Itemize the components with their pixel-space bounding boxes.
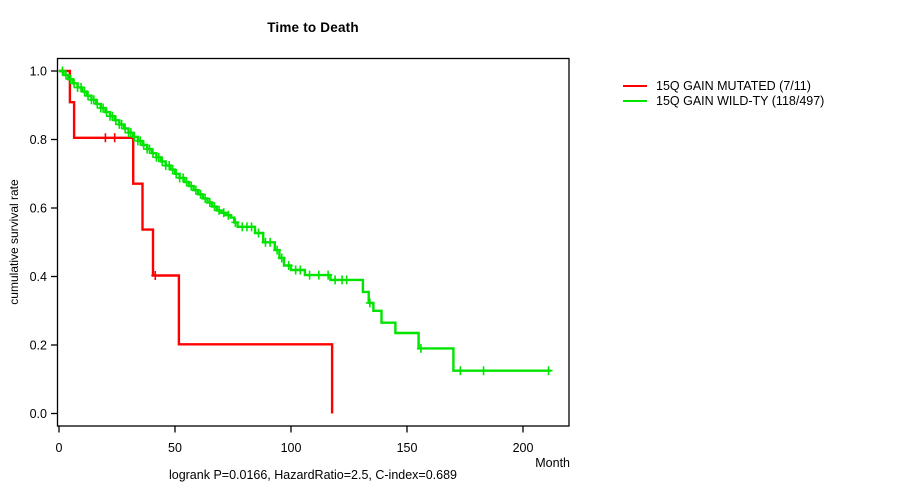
censor-mark-wildtype [102, 107, 111, 117]
censor-mark-wildtype [179, 173, 188, 183]
censor-mark-wildtype [99, 103, 108, 113]
censor-mark-wildtype [61, 70, 70, 80]
legend: 15Q GAIN MUTATED (7/11) 15Q GAIN WILD-TY… [623, 78, 824, 108]
censor-mark-wildtype [66, 74, 75, 84]
km-curve-mutated [59, 69, 334, 414]
censor-mark-wildtype [224, 210, 233, 220]
censor-mark-wildtype [365, 298, 374, 308]
y-tick-label: 0.6 [30, 201, 47, 215]
censor-mark-wildtype [479, 366, 488, 376]
km-curve-wildtype [59, 69, 551, 372]
censor-mark-wildtype [158, 156, 167, 166]
censor-mark-wildtype [89, 95, 98, 105]
censor-mark-wildtype [117, 119, 126, 129]
legend-label-mutated: 15Q GAIN MUTATED (7/11) [656, 78, 811, 93]
censor-mark-wildtype [273, 245, 282, 255]
censor-mark-wildtype [342, 275, 351, 285]
x-tick-label: 0 [56, 441, 63, 455]
censor-mark-wildtype [80, 87, 89, 97]
censor-mark-wildtype [93, 99, 102, 109]
censor-mark-wildtype [416, 343, 425, 353]
legend-row-wildtype: 15Q GAIN WILD-TY (118/497) [623, 93, 824, 108]
censor-mark-wildtype [231, 217, 240, 227]
censor-mark-wildtype [187, 181, 196, 191]
censor-mark-wildtype [182, 177, 191, 187]
y-tick-label: 0.8 [30, 133, 47, 147]
censor-mark-wildtype [266, 237, 275, 247]
legend-label-wildtype: 15Q GAIN WILD-TY (118/497) [656, 93, 825, 108]
plot-border [56, 57, 570, 427]
censor-mark-wildtype [314, 270, 323, 280]
censor-mark-mutated [110, 133, 119, 143]
stats-footer: logrank P=0.0166, HazardRatio=2.5, C-ind… [168, 468, 458, 482]
censor-mark-wildtype [84, 91, 92, 101]
x-tick-label: 150 [397, 441, 418, 455]
censor-mark-wildtype [324, 270, 333, 280]
censor-mark-wildtype [219, 208, 228, 218]
censor-mark-wildtype [154, 152, 163, 162]
y-axis-label: cumulative survival rate [7, 179, 21, 305]
censor-mark-wildtype [284, 261, 293, 271]
y-tick-label: 0.2 [30, 338, 47, 352]
censor-mark-wildtype [145, 144, 154, 154]
censor-mark-wildtype [148, 148, 157, 158]
censor-mark-wildtype [111, 115, 120, 125]
plot-title: Time to Death [267, 20, 359, 35]
censor-mark-wildtype [544, 366, 553, 376]
censor-mark-wildtype [201, 193, 210, 203]
censor-mark-wildtype [205, 198, 214, 208]
censor-mark-wildtype [456, 366, 465, 376]
x-tick-label: 100 [281, 441, 302, 455]
legend-line-red-icon [623, 84, 647, 87]
legend-line-green-icon [623, 99, 647, 102]
censor-mark-wildtype [215, 205, 224, 215]
y-tick-label: 0.0 [30, 407, 47, 421]
censor-mark-wildtype [196, 189, 205, 199]
censor-mark-wildtype [172, 169, 181, 179]
censor-mark-wildtype [191, 185, 200, 195]
censor-mark-wildtype [126, 128, 135, 138]
censor-mark-wildtype [108, 111, 117, 121]
censor-mark-wildtype [136, 136, 145, 146]
censor-mark-wildtype [70, 78, 79, 88]
censor-mark-wildtype [277, 253, 286, 263]
y-tick-label: 0.4 [30, 270, 47, 284]
censor-mark-mutated [101, 133, 110, 143]
censor-mark-wildtype [130, 132, 139, 142]
censor-mark-wildtype [165, 161, 174, 171]
censor-mark-wildtype [139, 140, 148, 150]
x-tick-label: 50 [168, 441, 182, 455]
censor-mark-wildtype [77, 82, 86, 92]
censor-mark-wildtype [305, 270, 314, 280]
censor-mark-wildtype [331, 275, 340, 285]
x-tick-label: 200 [513, 441, 534, 455]
censor-mark-wildtype [58, 66, 67, 76]
censor-mark-wildtype [210, 202, 219, 212]
censor-mark-wildtype [168, 165, 177, 175]
legend-row-mutated: 15Q GAIN MUTATED (7/11) [623, 78, 824, 93]
censor-mark-wildtype [121, 124, 130, 134]
y-tick-label: 1.0 [30, 64, 47, 78]
censor-mark-mutated [151, 270, 160, 280]
censor-mark-wildtype [296, 265, 305, 275]
x-axis-label: Month [535, 456, 570, 470]
censor-mark-wildtype [254, 228, 263, 238]
censor-mark-wildtype [247, 222, 256, 232]
